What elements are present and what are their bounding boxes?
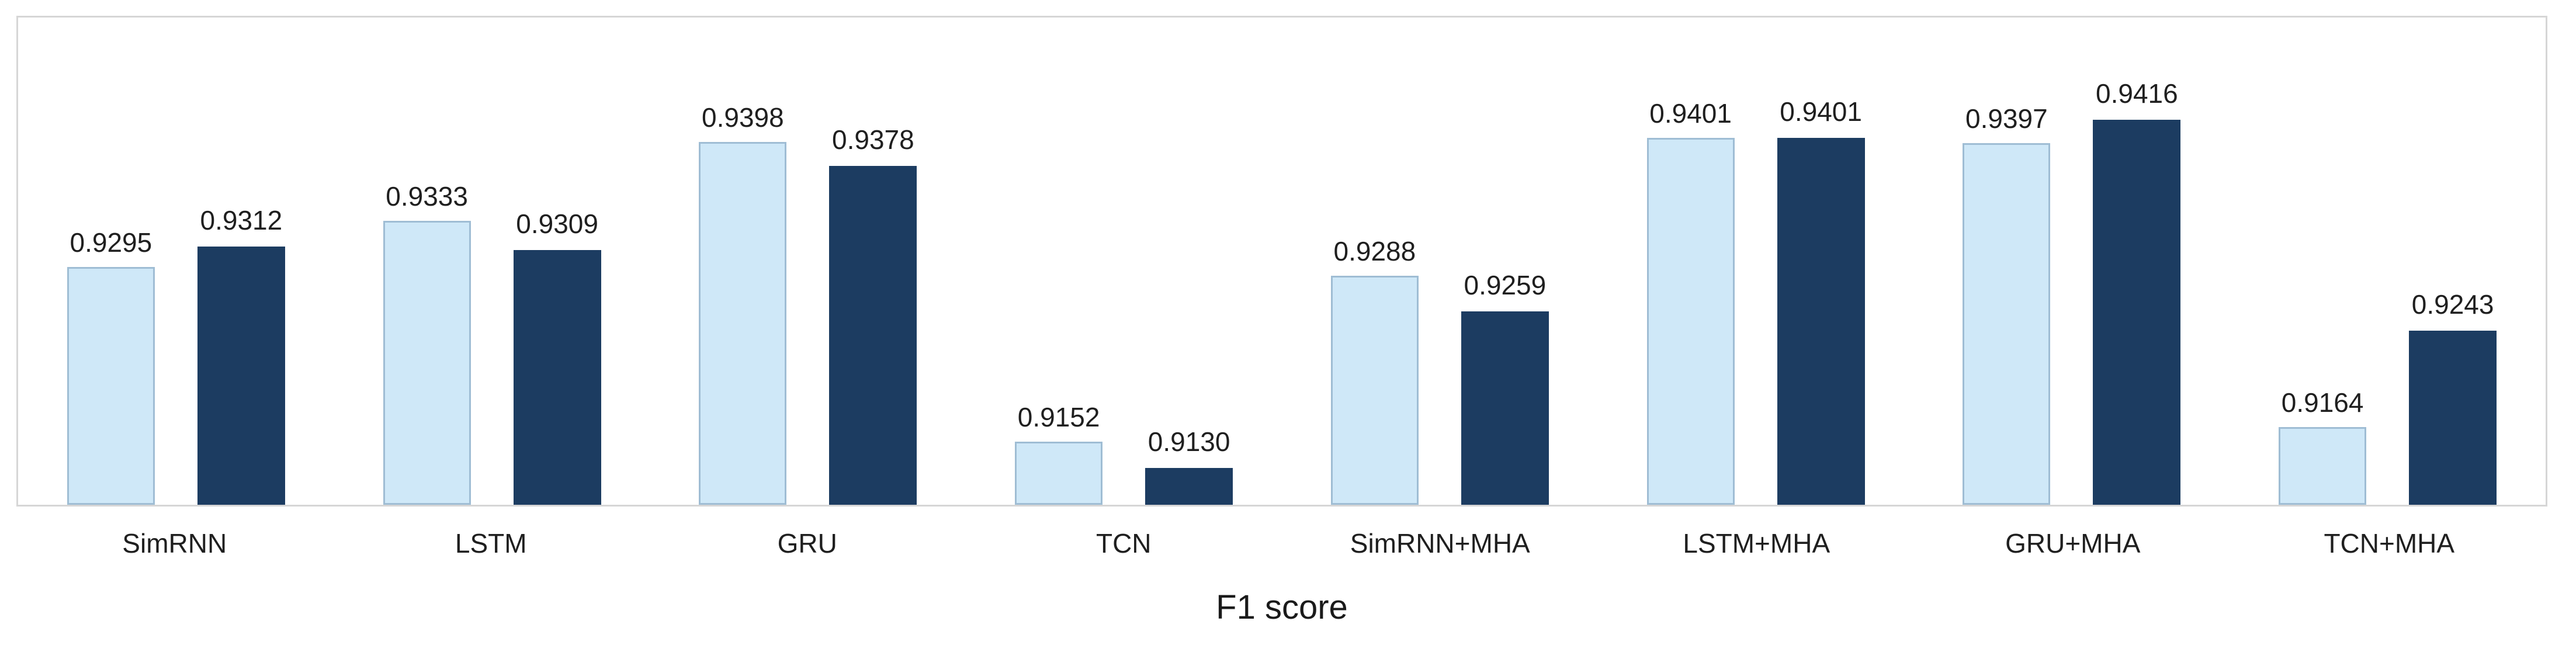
bar-group: 0.9333 0.9309: [334, 18, 650, 505]
category-labels-row: SimRNN LSTM GRU TCN SimRNN+MHA LSTM+MHA GRU+MH…: [16, 523, 2547, 564]
bar-value-label: 0.9401: [1649, 98, 1732, 129]
bar-value-label: 0.9259: [1464, 269, 1547, 300]
bar-group: 0.9401 0.9401: [1598, 18, 1914, 505]
bar-group: 0.9397 0.9416: [1914, 18, 2230, 505]
bar-value-label: 0.9130: [1147, 426, 1230, 457]
bar-light-blue: 0.9152: [1015, 404, 1103, 505]
bar-group: 0.9152 0.9130: [966, 18, 1282, 505]
bar-value-label: 0.9152: [1017, 401, 1100, 432]
bar-light-blue: 0.9295: [67, 229, 155, 505]
bar-value-label: 0.9378: [832, 124, 914, 155]
bar-group: 0.9295 0.9312: [18, 18, 334, 505]
bar-groups-container: 0.9295 0.9312 0.9333 0.9309 0.9398 0.9378 0.91…: [18, 18, 2546, 505]
bar-value-label: 0.9398: [702, 102, 784, 133]
x-axis-title: F1 score: [1216, 588, 1348, 626]
bar-dark-navy: 0.9130: [1145, 428, 1233, 505]
bar-value-label: 0.9164: [2281, 387, 2364, 418]
bar-group: 0.9288 0.9259: [1282, 18, 1598, 505]
bar-value-label: 0.9288: [1333, 236, 1416, 267]
category-label: SimRNN+MHA: [1350, 528, 1530, 559]
bar-value-label: 0.9397: [1965, 103, 2048, 134]
bar-value-label: 0.9243: [2411, 289, 2494, 320]
bar-dark-navy: 0.9312: [197, 207, 285, 505]
bar-dark-navy: 0.9401: [1777, 98, 1865, 505]
bar-group: 0.9398 0.9378: [650, 18, 966, 505]
bar-light-blue: 0.9333: [383, 183, 471, 505]
bar-group: 0.9164 0.9243: [2230, 18, 2546, 505]
bar-value-label: 0.9309: [516, 209, 598, 240]
bar-light-blue: 0.9398: [699, 104, 787, 505]
bar-light-blue: 0.9401: [1646, 100, 1735, 505]
category-label: SimRNN: [122, 528, 227, 559]
category-label: LSTM+MHA: [1683, 528, 1830, 559]
bar-light-blue: 0.9164: [2279, 389, 2367, 505]
bar-value-label: 0.9295: [70, 227, 152, 258]
category-label: GRU+MHA: [2005, 528, 2141, 559]
bar-value-label: 0.9333: [386, 181, 468, 212]
bar-light-blue: 0.9288: [1330, 238, 1419, 505]
bar-value-label: 0.9416: [2096, 78, 2178, 109]
bar-value-label: 0.9312: [200, 204, 283, 235]
bar-dark-navy: 0.9309: [513, 210, 601, 505]
category-label: TCN: [1095, 528, 1152, 559]
bar-dark-navy: 0.9378: [829, 126, 917, 505]
bar-dark-navy: 0.9259: [1461, 272, 1549, 505]
bar-dark-navy: 0.9243: [2409, 291, 2497, 505]
plot-area: 0.9295 0.9312 0.9333 0.9309 0.9398 0.9378 0.91…: [16, 16, 2547, 507]
bar-value-label: 0.9401: [1780, 96, 1862, 127]
bar-light-blue: 0.9397: [1963, 105, 2051, 505]
category-label: TCN+MHA: [2324, 528, 2455, 559]
bar-dark-navy: 0.9416: [2093, 80, 2181, 505]
category-label: LSTM: [455, 528, 527, 559]
category-label: GRU: [777, 528, 837, 559]
